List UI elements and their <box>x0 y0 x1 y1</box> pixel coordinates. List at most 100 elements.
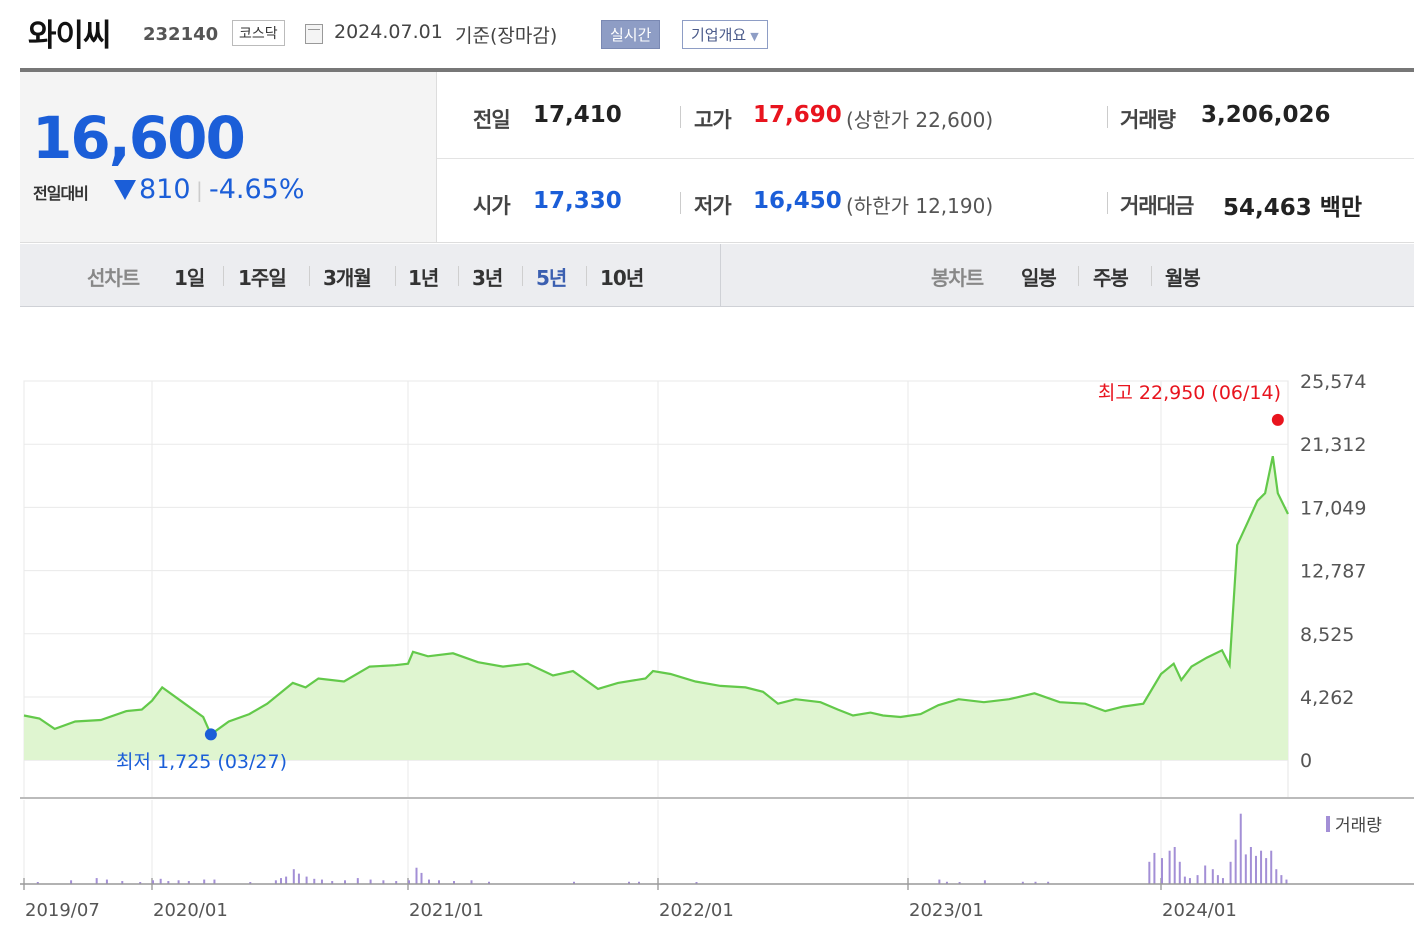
tab-separator <box>309 266 310 286</box>
y-tick-label: 4,262 <box>1300 687 1354 709</box>
stock-code: 232140 <box>143 24 219 45</box>
volume-bar <box>1249 847 1252 884</box>
volume-bar <box>408 880 410 884</box>
lower-limit: (하한가 12,190) <box>846 194 994 218</box>
tab-separator <box>395 266 396 286</box>
calendar-icon <box>305 24 323 44</box>
high-label: 고가 <box>694 108 732 132</box>
y-tick-label: 17,049 <box>1300 497 1366 519</box>
volume-bar <box>382 880 385 884</box>
volume-bar <box>369 879 372 884</box>
volume-bar <box>1188 878 1191 884</box>
tab-3y[interactable]: 3년 <box>472 266 503 290</box>
volume-bar <box>1244 854 1247 884</box>
tab-daily-candle[interactable]: 일봉 <box>1021 266 1057 290</box>
volume-legend: 거래량 <box>1335 816 1382 836</box>
y-tick-label: 25,574 <box>1300 371 1366 393</box>
volume-bar <box>292 869 295 884</box>
volume-bar <box>152 880 154 884</box>
volume-bar <box>187 881 190 884</box>
price-panel <box>20 72 437 242</box>
tab-1y[interactable]: 1년 <box>408 266 439 290</box>
volume-bar <box>1211 869 1214 884</box>
change-label: 전일대비 <box>33 184 89 203</box>
volume-bar <box>1270 850 1273 884</box>
tab-1d[interactable]: 1일 <box>174 266 205 290</box>
volume-bar <box>1221 878 1224 884</box>
x-tick-label: 2024/01 <box>1162 900 1237 921</box>
tab-monthly-candle[interactable]: 월봉 <box>1165 266 1201 290</box>
tab-separator <box>223 266 224 286</box>
y-tick-label: 8,525 <box>1300 624 1354 646</box>
volume-bar <box>159 878 162 884</box>
stat-separator <box>1107 106 1108 128</box>
high-annotation: 최고 22,950 (06/14) <box>1098 382 1281 404</box>
volume-bar <box>297 873 300 884</box>
volume-bars <box>36 813 1288 884</box>
volume-bar <box>213 879 216 884</box>
stat-separator <box>680 192 681 214</box>
x-tick-label: 2021/01 <box>409 900 484 921</box>
volume-bar <box>1265 858 1268 884</box>
prev-close-label: 전일 <box>473 108 511 132</box>
low-label: 저가 <box>694 194 732 218</box>
company-overview-label: 기업개요 <box>691 26 747 44</box>
volume-bar <box>1285 879 1288 884</box>
volume-bar <box>1021 881 1024 884</box>
y-axis-labels: 25,574 21,312 17,049 12,787 8,525 4,262 0 <box>1300 371 1366 772</box>
volume-bar <box>983 880 986 884</box>
volume-bar <box>1204 865 1207 884</box>
x-tick-label: 2023/01 <box>909 900 984 921</box>
high-value: 17,690 <box>753 102 842 128</box>
company-overview-button[interactable]: 기업개요 ▼ <box>682 20 768 49</box>
tab-weekly-candle[interactable]: 주봉 <box>1093 266 1129 290</box>
y-tick-label: 12,787 <box>1300 561 1366 583</box>
volume-bar <box>331 881 334 884</box>
volume-bar <box>695 882 698 884</box>
volume-bar <box>638 881 640 884</box>
stat-separator <box>1107 192 1108 214</box>
volume-bar <box>121 881 124 884</box>
base-date-note: 기준(장마감) <box>455 25 558 47</box>
change-amount: 810 <box>139 174 191 205</box>
volume-bar <box>945 881 948 884</box>
volume-bar <box>1183 876 1186 884</box>
candle-chart-heading: 봉차트 <box>931 266 984 290</box>
price-line <box>23 455 1289 737</box>
volume-bar <box>1254 855 1257 884</box>
volume-label: 거래량 <box>1120 108 1176 132</box>
volume-bar <box>1234 839 1237 884</box>
volume-bar <box>1280 875 1283 884</box>
stat-separator <box>680 106 681 128</box>
tab-separator <box>586 266 587 286</box>
volume-bar <box>320 879 323 884</box>
volume-bar <box>470 880 473 884</box>
volume-bar <box>573 881 575 884</box>
volume-bar <box>1161 858 1163 884</box>
volume-legend-swatch <box>1326 816 1330 832</box>
volume-bar <box>395 881 398 884</box>
volume-bar <box>438 880 440 884</box>
chart-tab-bar <box>20 244 1414 307</box>
volume-bar <box>1034 881 1037 884</box>
realtime-button[interactable]: 실시간 <box>601 20 661 49</box>
trade-value: 54,463 백만 <box>1223 195 1363 221</box>
volume-bar <box>274 880 277 884</box>
volume-bar <box>285 876 288 884</box>
header-divider <box>20 68 1414 72</box>
upper-limit: (상한가 22,600) <box>846 108 994 132</box>
open-value: 17,330 <box>533 188 622 214</box>
tab-separator <box>1078 266 1079 286</box>
volume-bar <box>420 872 423 884</box>
trade-value-label: 거래대금 <box>1120 194 1194 218</box>
tab-5y[interactable]: 5년 <box>536 266 567 290</box>
volume-bar <box>488 881 490 884</box>
volume-bar <box>280 878 282 884</box>
tab-10y[interactable]: 10년 <box>600 266 644 290</box>
line-chart-heading: 선차트 <box>87 266 140 290</box>
tab-separator <box>522 266 523 286</box>
down-arrow-icon <box>114 180 136 200</box>
market-badge: 코스닥 <box>232 20 285 46</box>
tab-1w[interactable]: 1주일 <box>238 266 287 290</box>
tab-3m[interactable]: 3개월 <box>323 266 372 290</box>
